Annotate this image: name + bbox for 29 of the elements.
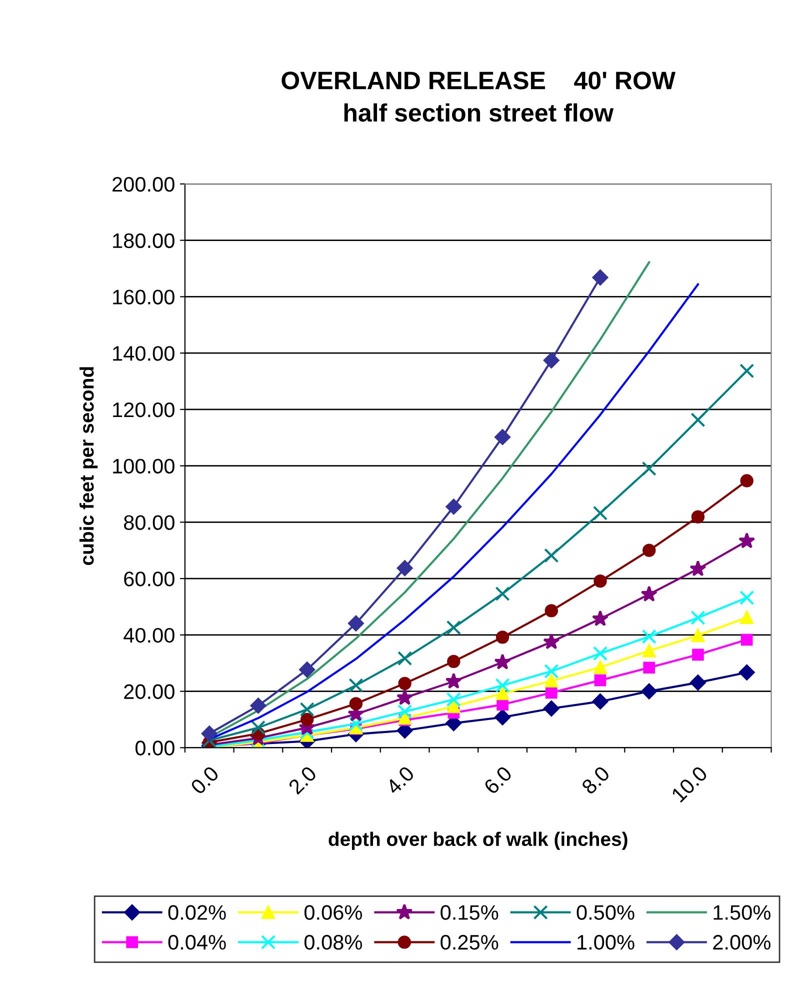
legend-label: 1.50% xyxy=(714,905,770,920)
y-axis-title: cubic feet per second xyxy=(79,367,98,565)
x-tick-label: 8.0 xyxy=(580,765,610,796)
y-tick-label: 80.00 xyxy=(124,515,174,530)
legend-label: 0.50% xyxy=(576,905,634,920)
y-tick-label: 40.00 xyxy=(124,628,174,643)
legend-label: 0.25% xyxy=(440,934,498,950)
y-tick-label: 60.00 xyxy=(124,572,174,586)
x-tick-label: 4.0 xyxy=(385,765,416,796)
y-tick-label: 140.00 xyxy=(113,346,174,361)
y-tick-label: 200.00 xyxy=(112,176,174,192)
x-tick-label: 6.0 xyxy=(483,765,513,795)
chart-title: OVERLAND RELEASE 40' ROW half section street flow xyxy=(282,72,676,122)
y-tick-label: 100.00 xyxy=(113,458,174,474)
y-tick-label: 20.00 xyxy=(124,684,174,700)
y-tick-label: 120.00 xyxy=(113,402,174,418)
x-tick-label: 2.0 xyxy=(288,765,318,795)
legend-label: 0.15% xyxy=(440,905,498,920)
legend-label: 0.08% xyxy=(304,934,362,950)
y-tick-label: 0.00 xyxy=(135,740,174,756)
x-tick-label: 0.0 xyxy=(190,765,220,796)
x-axis-title: depth over back of walk (inches) xyxy=(328,832,628,850)
legend-label: 0.04% xyxy=(168,934,226,950)
y-tick-label: 160.00 xyxy=(113,290,174,304)
y-tick-label: 180.00 xyxy=(113,233,174,248)
legend-label: 1.00% xyxy=(578,934,634,950)
legend-label: 0.02% xyxy=(168,905,226,920)
legend-label: 0.06% xyxy=(304,905,362,920)
legend-label: 2.00% xyxy=(713,934,770,950)
